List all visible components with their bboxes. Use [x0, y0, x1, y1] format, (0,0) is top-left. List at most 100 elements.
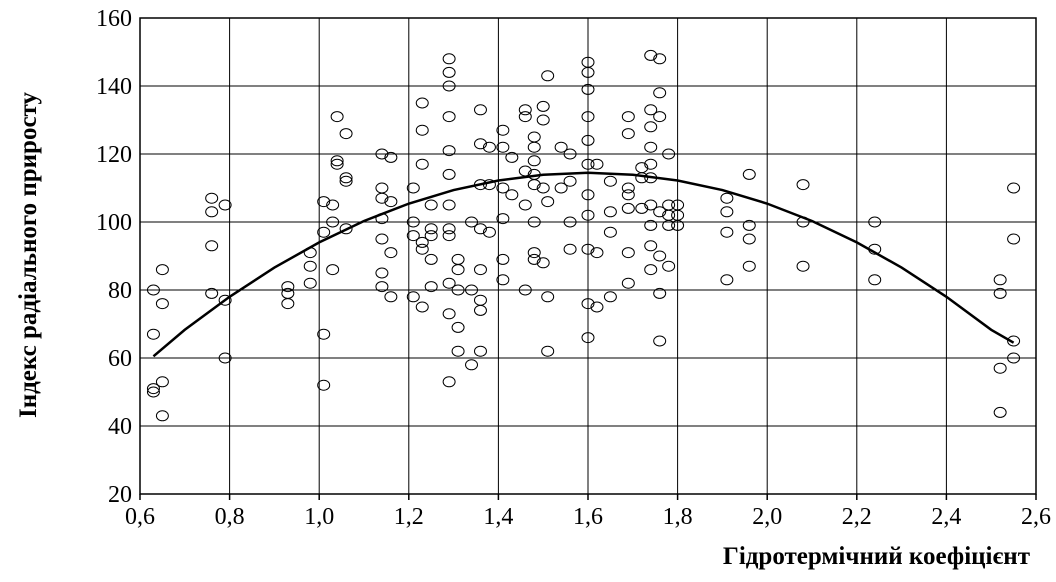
point: [155, 410, 169, 422]
point: [541, 345, 555, 357]
point: [527, 216, 541, 228]
point: [205, 192, 219, 204]
point: [415, 236, 429, 248]
point: [621, 247, 635, 259]
point: [742, 233, 756, 245]
point: [1007, 182, 1021, 194]
point: [218, 294, 232, 306]
point: [451, 264, 465, 276]
point: [326, 264, 340, 276]
point: [205, 206, 219, 218]
point: [415, 124, 429, 136]
point: [482, 141, 496, 153]
trend-line: [152, 171, 1015, 358]
point: [218, 199, 232, 211]
point: [451, 345, 465, 357]
point: [281, 298, 295, 310]
point: [527, 179, 541, 191]
point: [581, 111, 595, 123]
point: [505, 189, 519, 201]
point: [473, 104, 487, 116]
point: [644, 158, 658, 170]
point: [1007, 233, 1021, 245]
point: [536, 100, 550, 112]
point: [993, 274, 1007, 286]
point: [442, 199, 456, 211]
point: [635, 202, 649, 214]
point: [415, 158, 429, 170]
point: [993, 362, 1007, 374]
point: [644, 264, 658, 276]
point: [581, 298, 595, 310]
point: [465, 359, 479, 371]
x-axis-label: Гідротермічний коефіцієнт: [723, 543, 1030, 570]
x-tick-label: 0,6: [125, 504, 155, 530]
point: [518, 104, 532, 116]
y-tick-label: 160: [96, 6, 132, 32]
point: [527, 253, 541, 265]
point: [563, 243, 577, 255]
point: [424, 281, 438, 293]
point: [644, 199, 658, 211]
point: [742, 219, 756, 231]
point: [281, 281, 295, 293]
point: [581, 83, 595, 95]
point: [330, 111, 344, 123]
x-tick-label: 2,4: [931, 504, 961, 530]
point: [653, 111, 667, 123]
x-tick-label: 1,4: [483, 504, 513, 530]
point: [653, 206, 667, 218]
point: [326, 199, 340, 211]
point: [146, 284, 160, 296]
point: [442, 277, 456, 289]
point: [581, 66, 595, 78]
y-axis-label: Індекс радіального приросту: [15, 91, 42, 418]
point: [581, 134, 595, 146]
point: [406, 291, 420, 303]
point: [742, 168, 756, 180]
point: [473, 264, 487, 276]
point: [653, 287, 667, 299]
point: [384, 247, 398, 259]
point: [653, 53, 667, 65]
point: [868, 216, 882, 228]
point: [581, 243, 595, 255]
x-tick-label: 1,8: [663, 504, 693, 530]
point: [442, 53, 456, 65]
point: [581, 209, 595, 221]
point: [473, 223, 487, 235]
point: [317, 226, 331, 238]
point: [375, 281, 389, 293]
point: [339, 175, 353, 187]
point: [375, 182, 389, 194]
point: [621, 202, 635, 214]
y-tick-label: 100: [96, 210, 132, 236]
point: [473, 304, 487, 316]
point: [424, 253, 438, 265]
point: [406, 182, 420, 194]
point: [527, 131, 541, 143]
point: [603, 226, 617, 238]
point: [621, 277, 635, 289]
point: [720, 206, 734, 218]
point: [146, 328, 160, 340]
point: [563, 148, 577, 160]
point: [590, 301, 604, 313]
point: [518, 284, 532, 296]
point: [541, 196, 555, 208]
point: [317, 196, 331, 208]
point: [496, 253, 510, 265]
point: [451, 284, 465, 296]
point: [653, 250, 667, 262]
point: [415, 301, 429, 313]
point: [518, 111, 532, 123]
point: [339, 172, 353, 184]
point: [527, 155, 541, 167]
point: [527, 247, 541, 259]
point: [330, 158, 344, 170]
point: [720, 274, 734, 286]
point: [375, 267, 389, 279]
point: [482, 226, 496, 238]
y-tick-label: 80: [108, 278, 132, 304]
